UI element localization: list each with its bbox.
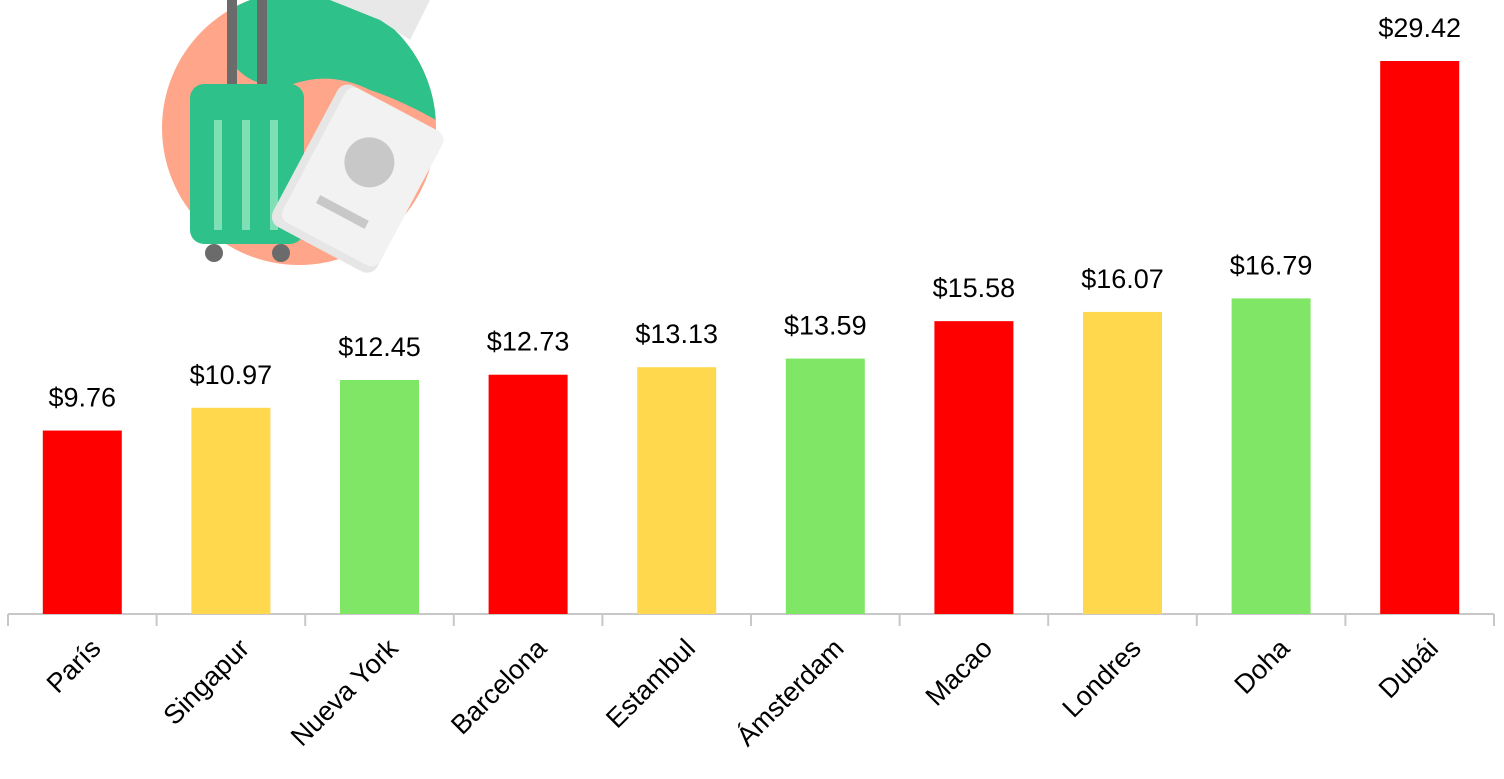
x-tick-label: Singapur (157, 633, 255, 731)
bar (1232, 298, 1311, 614)
bar (340, 380, 419, 614)
data-label: $12.45 (338, 332, 421, 362)
data-label: $10.97 (190, 360, 273, 390)
x-tick-label: Macao (920, 633, 999, 712)
data-label: $12.73 (487, 327, 570, 357)
page: {"chart_data": {"type": "bar", "categori… (0, 0, 1504, 779)
x-tick-label: Doha (1228, 632, 1296, 700)
x-tick-label: París (41, 633, 107, 699)
x-tick-label: Estambul (600, 633, 701, 734)
data-label: $16.79 (1230, 250, 1313, 280)
bar (43, 431, 122, 614)
data-label: $9.76 (49, 383, 117, 413)
x-tick-label: Ámsterdam (731, 633, 850, 752)
chart: $9.76 París $10.97 Singapur $12.45 Nueva York… (0, 0, 1504, 779)
x-tick-label: Londres (1057, 633, 1147, 723)
bar (786, 359, 865, 614)
bar (1083, 312, 1162, 614)
data-label: $13.13 (635, 319, 718, 349)
x-tick-label: Nueva York (285, 633, 404, 752)
data-label: $13.59 (784, 311, 867, 341)
x-tick-label: Dubái (1373, 633, 1444, 704)
data-label: $15.58 (933, 273, 1016, 303)
x-tick-label: Barcelona (445, 632, 553, 740)
data-label: $29.42 (1378, 13, 1461, 43)
travel-illustration (162, 0, 447, 277)
data-label: $16.07 (1081, 264, 1164, 294)
bar (637, 367, 716, 614)
bar (934, 321, 1013, 614)
bar (191, 408, 270, 614)
bar (1380, 61, 1459, 614)
bar (489, 375, 568, 614)
